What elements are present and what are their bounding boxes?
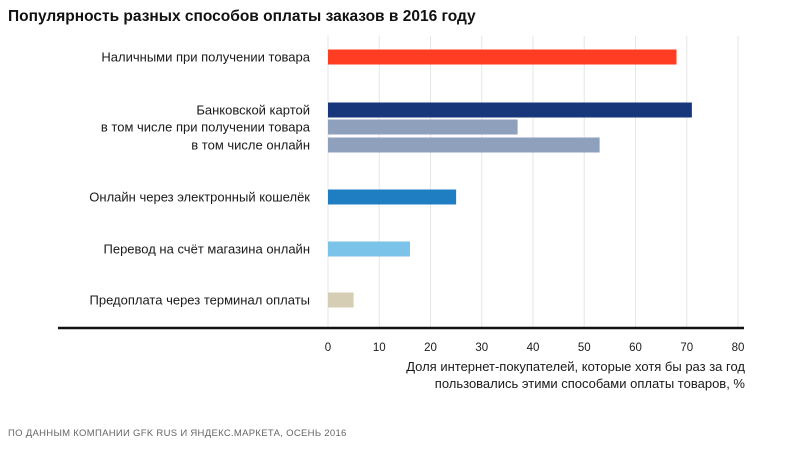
category-label: Наличными при получении товара: [101, 50, 310, 65]
category-label: в том числе онлайн: [191, 138, 310, 153]
x-axis-title-line-2: пользовались этими способами оплаты това…: [434, 376, 745, 391]
source-note: ПО ДАННЫМ КОМПАНИИ GFK RUS И ЯНДЕКС.МАРК…: [8, 428, 347, 439]
bar: [328, 119, 518, 135]
x-tick-labels: 0 10 20 30 40 50 60 70 80: [325, 342, 745, 354]
category-label: Предоплата через терминал оплаты: [90, 293, 310, 308]
bar: [328, 49, 677, 65]
x-tick-label: 20: [424, 342, 437, 354]
x-tick-label: 10: [373, 342, 386, 354]
gridlines: [327, 36, 739, 327]
category-label: Перевод на счёт магазина онлайн: [104, 242, 311, 257]
x-tick-label: 50: [578, 342, 591, 354]
x-tick-label: 40: [527, 342, 540, 354]
x-axis-title: Доля интернет-покупателей, которые хотя …: [325, 358, 745, 392]
bar: [328, 292, 354, 308]
bar: [328, 241, 410, 257]
bar: [328, 137, 600, 153]
x-tick-label: 80: [732, 342, 745, 354]
bar: [328, 102, 692, 118]
category-label: Банковской картой: [196, 103, 310, 118]
bar: [328, 189, 457, 205]
bars: [328, 49, 692, 308]
x-tick-label: 0: [325, 342, 331, 354]
x-axis-title-line-1: Доля интернет-покупателей, которые хотя …: [406, 359, 745, 374]
x-tick-label: 70: [680, 342, 693, 354]
category-labels: Наличными при получении товара Банковской…: [89, 50, 310, 308]
chart-title: Популярность разных способов оплаты зака…: [8, 8, 476, 25]
category-label: Онлайн через электронный кошелёк: [89, 190, 310, 205]
x-tick-label: 60: [629, 342, 642, 354]
category-label: в том числе при получении товара: [101, 120, 311, 135]
x-tick-label: 30: [475, 342, 488, 354]
